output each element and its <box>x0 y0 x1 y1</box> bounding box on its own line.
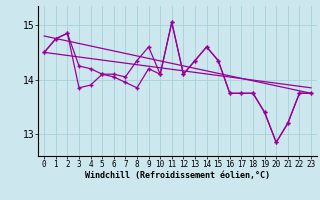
X-axis label: Windchill (Refroidissement éolien,°C): Windchill (Refroidissement éolien,°C) <box>85 171 270 180</box>
